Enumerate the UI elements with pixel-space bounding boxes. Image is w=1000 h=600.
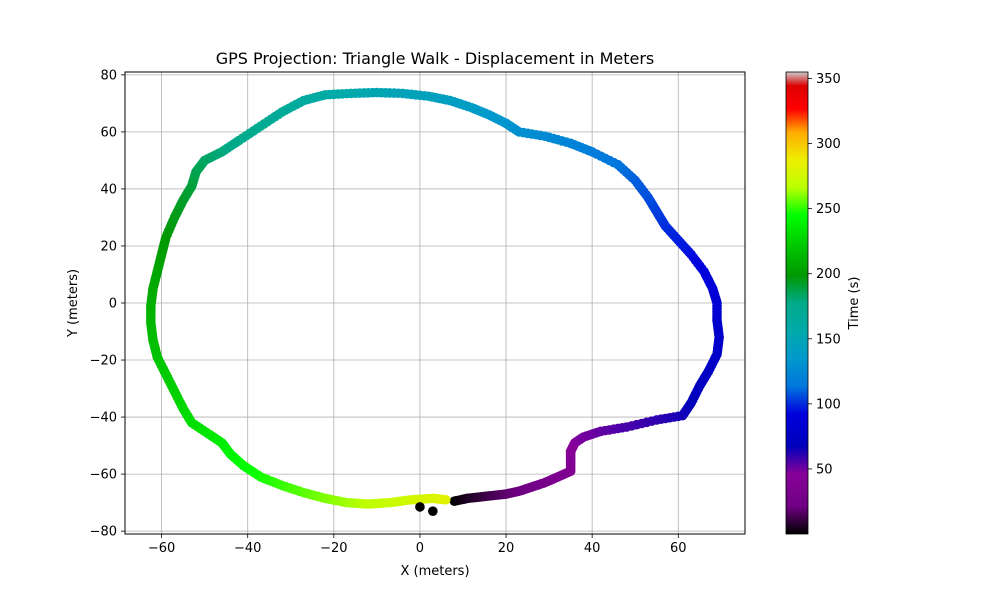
y-tick-label: 0 bbox=[109, 297, 117, 312]
x-tick-label: 60 bbox=[670, 541, 687, 556]
colorbar-ticks: 50 100 150 200 250 300 350 bbox=[808, 72, 841, 477]
data-layer bbox=[146, 87, 724, 516]
y-tick-label: −40 bbox=[90, 411, 117, 426]
colorbar-gradient bbox=[785, 71, 809, 535]
colorbar-tick-label: 200 bbox=[816, 267, 841, 282]
outlier-point bbox=[415, 502, 425, 512]
y-tick-label: 20 bbox=[100, 239, 117, 254]
y-tick-label: −60 bbox=[90, 468, 117, 483]
colorbar-tick-label: 50 bbox=[816, 462, 833, 477]
y-tick-label: 80 bbox=[100, 68, 117, 83]
y-tick-label: −20 bbox=[90, 354, 117, 369]
x-tick-label: 40 bbox=[584, 541, 601, 556]
y-tick-label: 40 bbox=[100, 182, 117, 197]
x-axis-label: X (meters) bbox=[400, 564, 469, 579]
grid-lines bbox=[125, 72, 745, 534]
chart-title: GPS Projection: Triangle Walk - Displace… bbox=[216, 49, 655, 68]
colorbar-tick-label: 350 bbox=[816, 72, 841, 87]
x-tick-label: 20 bbox=[498, 541, 515, 556]
colorbar-tick-label: 300 bbox=[816, 137, 841, 152]
x-tick-label: −40 bbox=[234, 541, 261, 556]
colorbar: 50 100 150 200 250 300 350 Time (s) bbox=[785, 71, 862, 535]
colorbar-tick-label: 250 bbox=[816, 202, 841, 217]
y-axis: −80 −60 −40 −20 0 20 40 60 80 bbox=[90, 68, 125, 540]
colorbar-tick-label: 100 bbox=[816, 397, 841, 412]
y-tick-label: 60 bbox=[100, 125, 117, 140]
outlier-point bbox=[428, 506, 438, 516]
x-axis: −60 −40 −20 0 20 40 60 bbox=[148, 534, 687, 556]
y-axis-label: Y (meters) bbox=[66, 269, 81, 338]
y-tick-label: −80 bbox=[90, 525, 117, 540]
x-tick-label: −60 bbox=[148, 541, 175, 556]
colorbar-tick-label: 150 bbox=[816, 332, 841, 347]
x-tick-label: 0 bbox=[416, 541, 424, 556]
colorbar-label: Time (s) bbox=[847, 277, 862, 331]
track-point bbox=[440, 494, 451, 505]
x-tick-label: −20 bbox=[320, 541, 347, 556]
